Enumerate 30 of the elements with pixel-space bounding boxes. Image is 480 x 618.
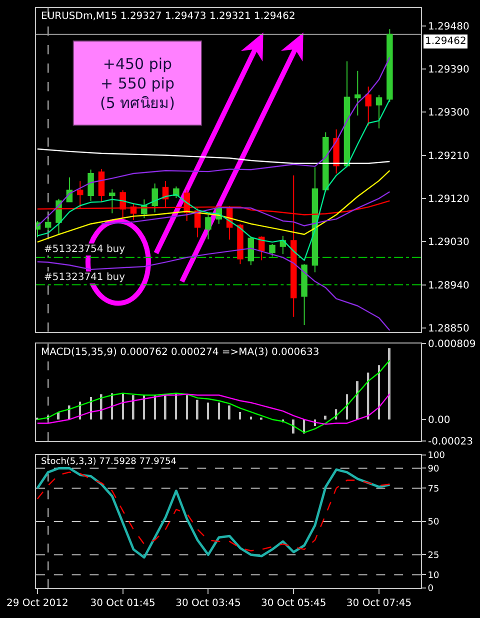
y-tick-label: 25: [428, 550, 440, 561]
annotation: +450 pip + 550 pip (5 ทศนิยม): [100, 55, 176, 112]
y-tick-label: 100: [428, 451, 446, 462]
y-tick-label: 1.29210: [428, 150, 470, 162]
y-tick-label: 1.29480: [428, 21, 470, 32]
x-tick-label: 30 Oct 05:45: [261, 598, 326, 610]
y-tick-label: 50: [428, 518, 440, 528]
annotation: #51323754 buy: [44, 244, 126, 255]
y-tick-label: 1.28940: [428, 280, 470, 292]
y-tick-label: 1.28850: [428, 323, 470, 334]
y-tick-label: 1.29390: [428, 64, 470, 76]
annotation: #51323741 buy: [44, 272, 126, 283]
y-tick-label: 75: [428, 484, 440, 494]
x-tick-label: 29 Oct 2012: [6, 598, 68, 610]
y-tick-label: 0.000809: [428, 339, 476, 350]
ref-line-label: 1.29462: [425, 36, 466, 47]
y-tick-label: 0: [428, 584, 434, 594]
y-tick-label: 1.29300: [428, 108, 470, 119]
chart-title: EURUSDm,M15 1.29327 1.29473 1.29321 1.29462: [41, 11, 296, 22]
x-tick-label: 30 Oct 03:45: [176, 598, 241, 610]
y-tick-label: 90: [428, 464, 440, 474]
chart-title: Stoch(5,3,3) 77.5928 77.9754: [41, 457, 177, 467]
y-tick-label: 0.00: [428, 414, 450, 426]
chart-title: MACD(15,35,9) 0.000762 0.000274 =>MA(3) 0.000633: [41, 347, 320, 358]
y-tick-label: 10: [428, 570, 440, 581]
y-tick-label: 1.29120: [428, 194, 470, 205]
x-tick-label: 30 Oct 07:45: [346, 598, 412, 610]
y-tick-label: -0.00023: [428, 436, 473, 448]
x-tick-label: 30 Oct 01:45: [90, 598, 156, 610]
y-tick-label: 1.29030: [428, 237, 470, 248]
